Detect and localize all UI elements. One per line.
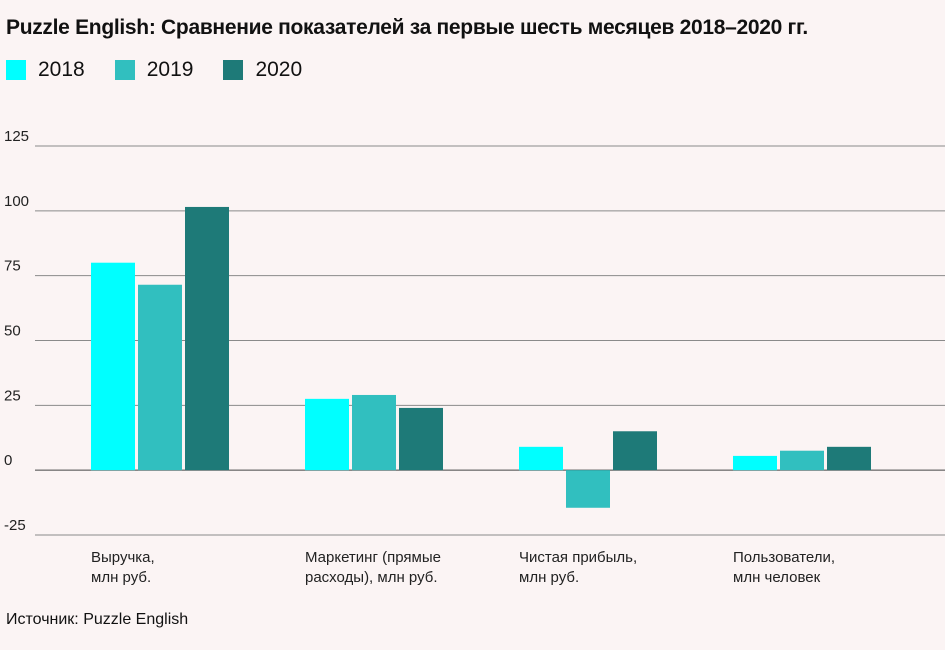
bar xyxy=(519,446,563,471)
legend-label-2020: 2020 xyxy=(255,58,303,81)
bar xyxy=(566,470,610,508)
y-tick-label: 50 xyxy=(4,323,21,340)
y-tick-label: 125 xyxy=(4,128,29,145)
bar xyxy=(352,394,396,471)
y-tick-label: 75 xyxy=(4,258,21,275)
chart-title: Puzzle English: Сравнение показателей за… xyxy=(6,16,808,39)
y-tick-label: -25 xyxy=(4,517,26,534)
bar xyxy=(305,398,349,471)
bar xyxy=(613,431,657,471)
legend-item-2019: 2019 xyxy=(114,58,194,82)
legend: 2018 2019 2020 xyxy=(6,58,332,82)
bar xyxy=(138,284,182,471)
legend-item-2018: 2018 xyxy=(6,58,85,82)
x-category-label: млн человек xyxy=(733,569,821,586)
legend-swatch-2020 xyxy=(223,60,244,80)
bar xyxy=(185,206,229,471)
bar xyxy=(733,455,777,471)
y-tick-label: 25 xyxy=(4,387,21,404)
legend-swatch-2018 xyxy=(6,60,26,80)
x-category-label: Выручка, xyxy=(91,549,155,566)
x-category-label: Чистая прибыль, xyxy=(519,549,637,566)
legend-label-2019: 2019 xyxy=(146,58,194,81)
bar xyxy=(91,262,135,471)
bar xyxy=(399,407,443,471)
legend-swatch-2019 xyxy=(114,60,135,80)
x-category-label: млн руб. xyxy=(91,569,151,586)
source-note: Источник: Puzzle English xyxy=(6,611,189,628)
bar-chart: 125 100 75 50 25 0 -25 Выручка, млн руб. Маркетин… xyxy=(4,128,945,586)
legend-label-2018: 2018 xyxy=(38,58,85,81)
bar xyxy=(827,446,871,471)
y-tick-label: 0 xyxy=(4,452,12,469)
bar xyxy=(780,450,824,471)
y-tick-label: 100 xyxy=(4,193,29,210)
legend-item-2020: 2020 xyxy=(223,58,302,82)
x-category-label: млн руб. xyxy=(519,569,579,586)
x-category-label: расходы), млн руб. xyxy=(305,569,438,586)
x-category-label: Пользователи, xyxy=(733,549,835,566)
x-category-label: Маркетинг (прямые xyxy=(305,549,441,566)
